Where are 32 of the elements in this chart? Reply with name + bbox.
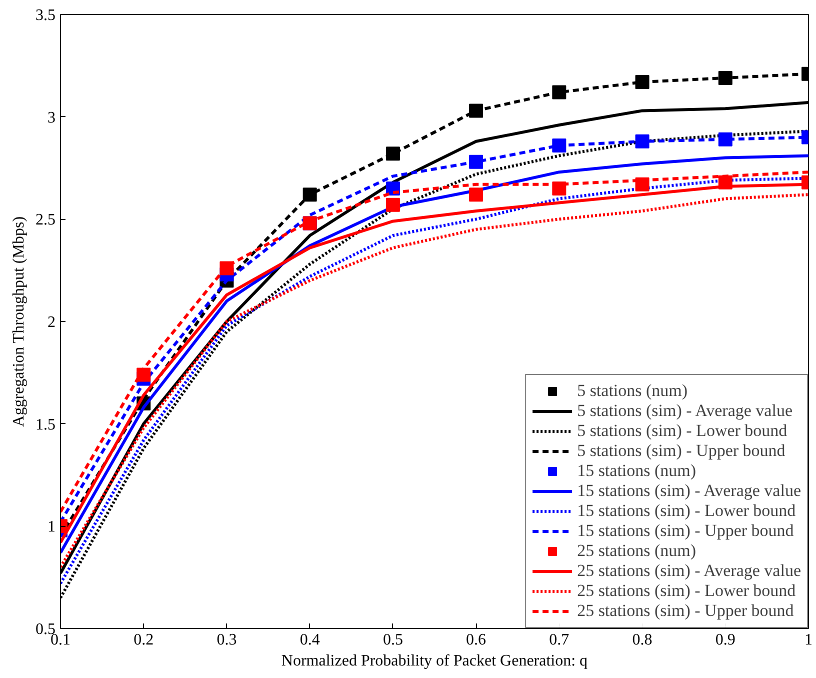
y-axis-title: Aggregation Throughput (Mbps) — [10, 216, 28, 427]
x-tick-label: 0.8 — [632, 632, 652, 648]
legend-label: 25 stations (sim) - Upper bound — [577, 601, 794, 621]
legend-label: 15 stations (sim) - Average value — [577, 481, 801, 501]
y-tick-label: 3.5 — [36, 7, 56, 24]
point — [386, 198, 400, 212]
y-tick-label: 3 — [48, 109, 56, 126]
legend-label: 5 stations (sim) - Lower bound — [577, 421, 788, 441]
x-tick-label: 0.6 — [466, 632, 486, 648]
x-tick-label: 0.2 — [134, 632, 154, 648]
point — [718, 70, 732, 85]
x-tick-label: 1 — [804, 632, 812, 648]
x-tick-label: 0.7 — [549, 632, 570, 648]
x-tick-label: 0.4 — [300, 632, 320, 648]
legend-label: 25 stations (sim) - Average value — [577, 561, 801, 581]
x-tick-label: 0.9 — [715, 632, 736, 648]
legend-label: 15 stations (sim) - Upper bound — [577, 521, 794, 541]
x-tick-label: 0.3 — [216, 632, 237, 648]
y-tick-label: 1.5 — [36, 416, 56, 434]
legend-label: 15 stations (sim) - Lower bound — [577, 501, 796, 521]
x-axis-title: Normalized Probability of Packet Generation: q — [281, 652, 588, 670]
legend-label: 5 stations (sim) - Average value — [577, 401, 792, 421]
legend-label: 5 stations (sim) - Upper bound — [577, 441, 786, 461]
x-tick-label: 0.5 — [382, 632, 403, 648]
legend-label: 5 stations (num) — [577, 381, 688, 401]
legend-label: 25 stations (sim) - Lower bound — [577, 581, 796, 601]
legend-label: 25 stations (num) — [577, 541, 696, 561]
point — [469, 188, 484, 202]
y-tick-label: 2.5 — [36, 212, 56, 229]
legend-label: 15 stations (num) — [577, 461, 696, 481]
y-tick-label: 2 — [48, 314, 56, 331]
y-tick-label: 1 — [48, 518, 56, 536]
